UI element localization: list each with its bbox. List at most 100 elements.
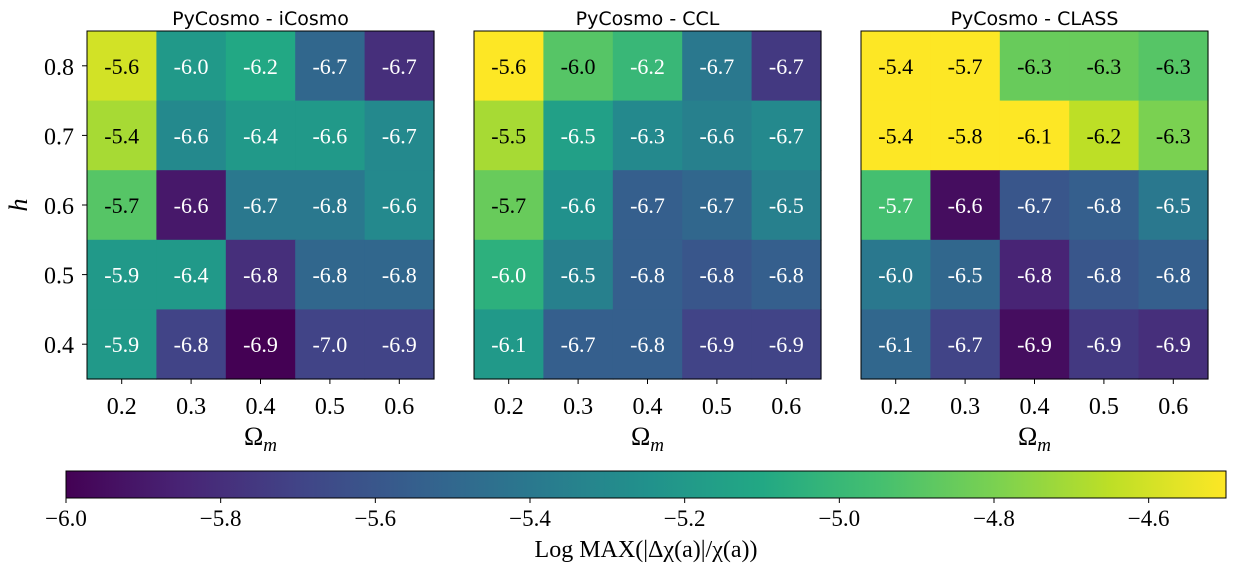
cell-label: -6.1 [878, 332, 913, 357]
cell-label: -6.0 [878, 263, 913, 288]
panel-title: PyCosmo - CLASS [951, 8, 1119, 30]
heatmap-cell [1069, 239, 1140, 310]
heatmap-cell [612, 31, 683, 102]
heatmap-cell [225, 100, 296, 171]
heatmap-cell [87, 309, 157, 380]
x-tick-label: 0.5 [702, 394, 732, 420]
heatmap-cell [364, 100, 435, 171]
cell-label: -6.8 [1017, 263, 1052, 288]
heatmap-cell [682, 100, 753, 171]
colorbar-tick-label: −5.2 [664, 506, 706, 531]
cell-label: -6.8 [769, 263, 804, 288]
cell-label: -6.0 [491, 263, 526, 288]
heatmap-cell [930, 100, 1001, 171]
cell-label: -5.9 [104, 263, 139, 288]
x-tick-label: 0.6 [1158, 394, 1188, 420]
heatmap-cell [612, 100, 683, 171]
cell-label: -5.6 [104, 54, 139, 79]
x-axis-label: Ωm [631, 422, 664, 456]
cell-label: -6.3 [1017, 54, 1052, 79]
heatmap-cell [1138, 170, 1209, 241]
heatmap-cell [156, 309, 227, 380]
x-tick-label: 0.4 [633, 394, 663, 420]
heatmap-cell [225, 239, 296, 310]
y-tick-label: 0.8 [44, 55, 74, 81]
cell-label: -6.9 [382, 332, 417, 357]
cell-label: -6.8 [699, 263, 734, 288]
cell-label: -6.3 [1156, 54, 1191, 79]
x-tick-label: 0.5 [1089, 394, 1119, 420]
heatmap-cell [543, 31, 614, 102]
heatmap-cell [682, 239, 753, 310]
heatmap-cell [612, 239, 683, 310]
heatmap-panel-2: PyCosmo - CCL -5.6 -6.0 -6.2 -6.7 -6.7 -5.5 -6.… [473, 8, 822, 456]
cell-label: -6.6 [174, 193, 209, 218]
x-tick-label: 0.3 [563, 394, 593, 420]
cell-label: -6.0 [561, 54, 596, 79]
colorbar-tick-label: −5.4 [509, 506, 551, 531]
heatmap-cell [156, 239, 227, 310]
cell-label: -5.9 [104, 332, 139, 357]
heatmap-cell [1069, 31, 1140, 102]
colorbar-tick-label: −4.6 [1128, 506, 1170, 531]
heatmap-cell [364, 31, 435, 102]
x-axis-label: Ωm [1018, 422, 1051, 456]
heatmap-cell [751, 100, 822, 171]
cell-label: -6.1 [1017, 123, 1052, 148]
heatmap-cell [999, 31, 1070, 102]
cell-label: -6.0 [174, 54, 209, 79]
x-tick-label: 0.3 [950, 394, 980, 420]
heatmap-cell [87, 100, 157, 171]
y-tick-label: 0.6 [44, 194, 74, 220]
heatmap-cell [295, 31, 366, 102]
heatmap-cell [543, 170, 614, 241]
cell-label: -5.7 [948, 54, 983, 79]
heatmap-cell [861, 170, 931, 241]
cell-label: -6.7 [769, 123, 804, 148]
cell-label: -6.6 [382, 193, 417, 218]
heatmap-cell [751, 309, 822, 380]
cell-label: -6.7 [948, 332, 983, 357]
cell-label: -6.5 [1156, 193, 1191, 218]
heatmap-cell [682, 31, 753, 102]
cell-label: -6.8 [174, 332, 209, 357]
heatmap-cell [999, 239, 1070, 310]
cell-label: -6.8 [312, 263, 347, 288]
cell-label: -6.7 [243, 193, 278, 218]
cell-label: -6.7 [769, 54, 804, 79]
heatmap-cell [156, 31, 227, 102]
cell-label: -6.8 [630, 263, 665, 288]
cell-label: -6.6 [174, 123, 209, 148]
x-tick-label: 0.4 [1020, 394, 1050, 420]
heatmap-panel-1: PyCosmo - iCosmo -5.6 -6.0 -6.2 -6.7 -6.7 -5.4… [4, 8, 435, 456]
panel-title: PyCosmo - iCosmo [172, 8, 349, 30]
cell-label: -6.5 [769, 193, 804, 218]
heatmap-cell [930, 239, 1001, 310]
cell-label: -6.8 [1086, 193, 1121, 218]
heatmap-cell [543, 100, 614, 171]
heatmap-cell [225, 309, 296, 380]
heatmap-cell [1138, 239, 1209, 310]
cell-label: -5.7 [491, 193, 526, 218]
y-tick-label: 0.5 [44, 264, 74, 290]
heatmap-cell [474, 31, 544, 102]
cell-label: -6.1 [491, 332, 526, 357]
y-tick-label: 0.4 [44, 333, 74, 359]
x-tick-label: 0.5 [315, 394, 345, 420]
cell-label: -6.3 [1086, 54, 1121, 79]
cell-label: -5.8 [948, 123, 983, 148]
heatmap-cell [474, 170, 544, 241]
x-tick-label: 0.2 [494, 394, 524, 420]
colorbar-tick-label: −5.0 [818, 506, 860, 531]
heatmap-cell [87, 170, 157, 241]
cell-label: -6.9 [699, 332, 734, 357]
heatmap-cell [156, 170, 227, 241]
cell-label: -6.2 [630, 54, 665, 79]
cell-label: -6.5 [561, 123, 596, 148]
cell-label: -7.0 [312, 332, 347, 357]
cell-label: -5.5 [491, 123, 526, 148]
heatmap-panel-3: PyCosmo - CLASS -5.4 -5.7 -6.3 -6.3 -6.3 -5.4 -… [860, 8, 1209, 456]
heatmap-cell [87, 31, 157, 102]
cell-label: -6.3 [1156, 123, 1191, 148]
heatmap-cell [87, 239, 157, 310]
